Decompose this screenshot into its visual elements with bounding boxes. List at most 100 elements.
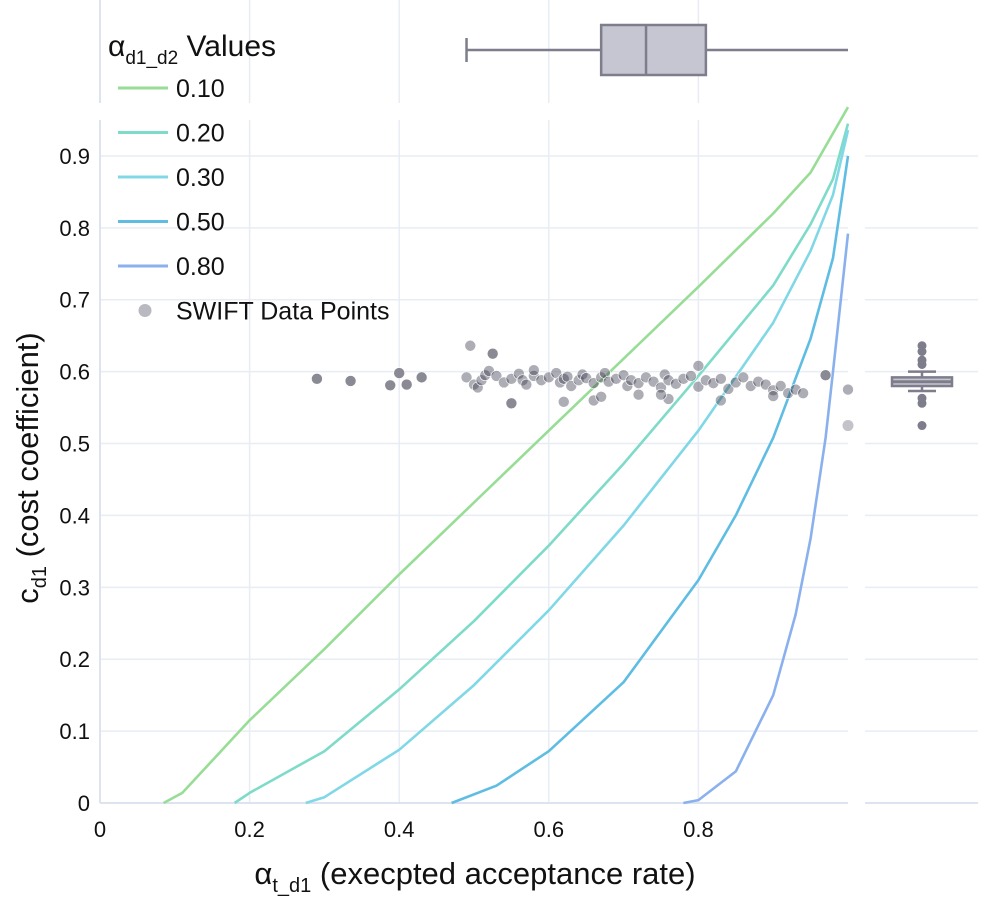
legend-label-0.10: 0.10 [176,75,225,103]
y-axis-label: cd1 (cost coefficient) [10,332,51,604]
y-tick-label: 0.4 [59,503,90,528]
data-point [401,379,413,391]
y-tick-label: 0.3 [59,575,90,600]
y-tick-label: 0.5 [59,432,90,457]
rbox-outlier [917,393,927,403]
data-point [774,380,787,392]
main-plot-grid [100,120,848,803]
data-point [528,364,540,376]
data-point [692,380,705,393]
data-point [460,371,473,384]
data-point [662,374,675,387]
data-point [416,371,428,383]
data-point [744,380,757,392]
y-tick-label: 0.7 [59,288,90,313]
series-lines [162,106,850,805]
data-point [490,370,503,382]
swift-data-points [311,339,854,432]
x-tick-label: 0 [94,817,106,842]
data-point [384,379,396,391]
y-tick-label: 0 [78,791,90,816]
data-point [557,373,570,385]
right-marginal-boxplot [890,341,954,431]
data-point [692,360,705,372]
data-point [662,393,675,405]
data-point [486,347,499,360]
data-point [685,370,697,382]
data-point [587,394,600,407]
data-point [471,381,484,394]
data-point [819,369,832,382]
data-point [789,383,802,396]
data-point [700,374,712,387]
legend-label-points: SWIFT Data Points [176,298,390,326]
legend-label-0.80: 0.80 [176,253,225,281]
y-tick-label: 0.8 [59,216,90,241]
data-point [782,387,794,400]
rbox-outlier [917,359,927,369]
data-point [602,375,615,388]
y-tick-label: 0.6 [59,360,90,385]
data-point [595,390,607,403]
data-point [715,373,727,385]
data-point [345,375,357,387]
data-point [820,369,832,381]
data-point [640,371,652,384]
x-tick-label: 0.8 [683,817,714,842]
legend: αd1_d2 Values 0.10 0.20 0.30 0.50 0.80 SWIFT … [108,30,390,326]
series-line-0.30 [305,129,850,805]
data-point [658,368,671,381]
legend-label-0.20: 0.20 [176,120,225,148]
legend-label-0.50: 0.50 [176,209,225,237]
data-point [576,368,589,381]
x-axis-label: αt_d1 (execpted acceptance rate) [254,856,695,897]
data-point [737,371,750,384]
legend-label-0.30: 0.30 [176,164,225,192]
right-marginal-grid [865,155,978,732]
y-tick-label: 0.2 [59,647,90,672]
data-point [400,378,413,391]
data-point [505,397,517,409]
data-point [311,373,323,385]
data-point [513,367,525,380]
data-point [542,371,555,384]
data-point [505,397,518,410]
series-line-0.20 [233,123,850,805]
data-point [599,367,611,379]
data-point [610,373,622,385]
data-point [632,388,645,401]
data-point [393,367,406,379]
data-point [767,390,780,402]
series-line-0.80 [683,233,850,805]
x-tick-label: 0.2 [234,817,265,842]
data-point [797,387,809,400]
y-tick-label: 0.1 [59,719,90,744]
data-point [464,339,477,352]
data-point [487,348,499,360]
legend-title: αd1_d2 Values [108,30,276,69]
series-line-0.10 [162,106,850,805]
data-point [707,377,720,389]
data-point [621,380,634,392]
box-iqr [599,23,708,77]
data-point [752,375,765,388]
data-point [572,374,585,387]
data-point [415,371,428,384]
data-point [498,376,510,389]
series-line-0.50 [451,155,850,805]
data-point [722,383,735,395]
data-point [393,367,405,379]
data-point [311,373,323,385]
data-point [842,420,854,432]
y-tick-label: 0.9 [59,144,90,169]
plot-axes [99,0,978,804]
data-point [384,379,397,392]
data-point [520,378,533,391]
x-tick-label: 0.4 [384,817,415,842]
legend-items: 0.10 0.20 0.30 0.50 0.80 SWIFT Data Points [118,75,390,326]
rbox-outlier [917,421,927,431]
data-point [625,374,637,387]
data-point [344,375,357,387]
data-point [535,374,548,387]
